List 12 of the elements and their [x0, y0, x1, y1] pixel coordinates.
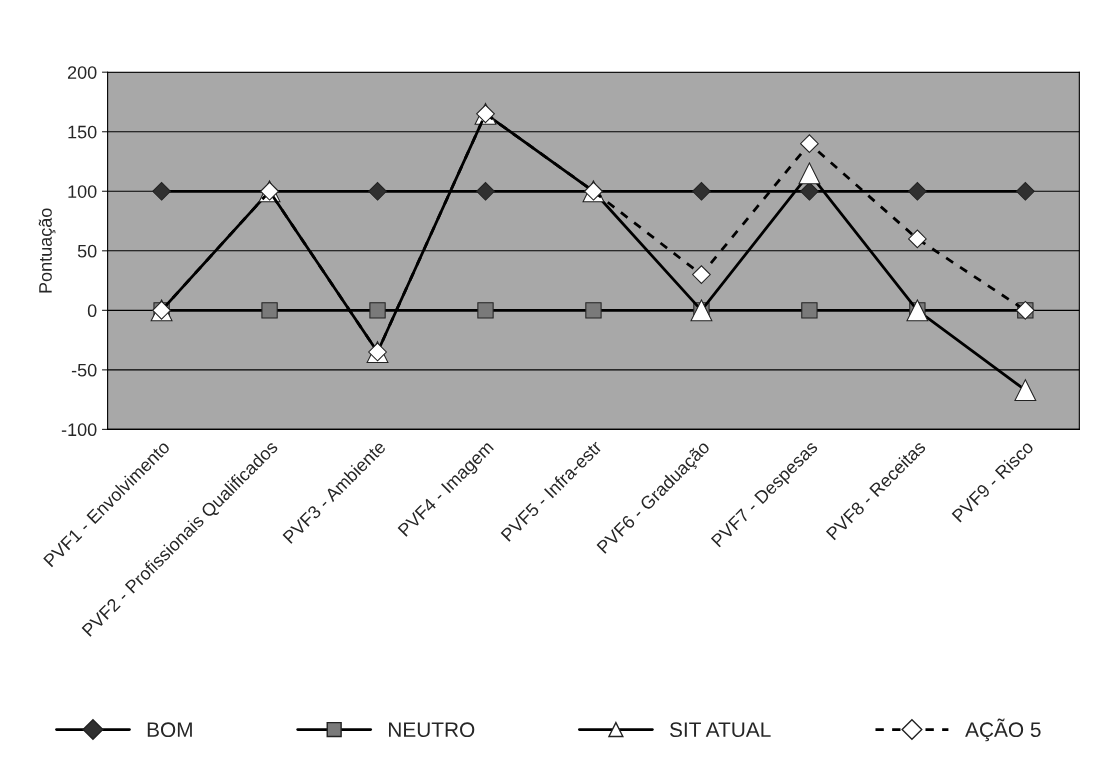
legend-label: BOM [147, 722, 192, 738]
y-tick-label: -50 [71, 363, 97, 377]
y-tick-label: 150 [68, 125, 97, 139]
y-tick-label: 0 [87, 304, 97, 318]
y-tick-label: -100 [61, 423, 97, 437]
legend-label: SIT ATUAL [669, 722, 771, 738]
legend-label: AÇÃO 5 [965, 718, 1041, 742]
y-tick-label: 50 [77, 244, 97, 258]
y-tick-label: 200 [67, 66, 97, 79]
y-tick-label: 100 [68, 185, 97, 198]
y-axis-title: Pontuação [38, 208, 56, 293]
legend-label: NEUTRO [389, 722, 475, 738]
